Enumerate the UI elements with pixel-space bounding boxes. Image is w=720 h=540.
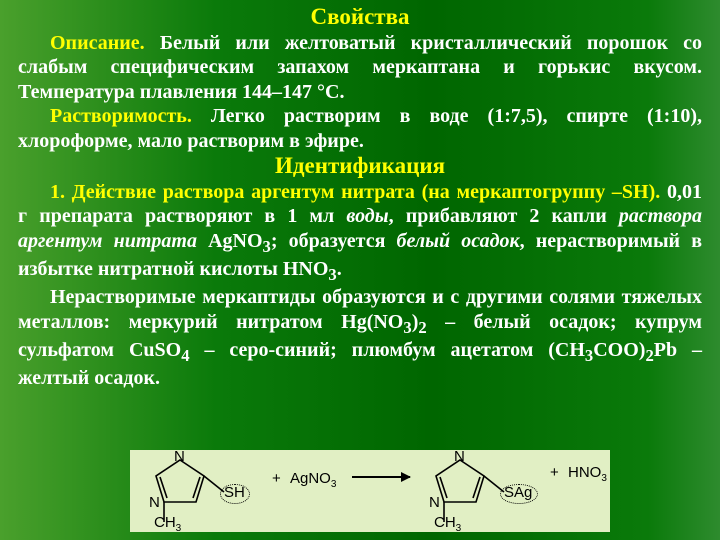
reaction-arrow-icon [352,476,410,478]
n-label: N [429,494,440,511]
slide: Свойства Описание. Белый или желтоватый … [0,0,720,540]
identification-paragraph-1: 1. Действие раствора аргентум нитрата (н… [18,180,702,285]
solubility-label: Растворимость. [50,105,192,127]
heading-properties: Свойства [18,4,702,30]
hno3-label: HNO3 [568,464,607,484]
plus-icon: + [272,470,281,487]
identification-paragraph-2: Нерастворимые меркаптиды образуются и с … [18,285,702,390]
plus-icon: + [550,464,559,481]
solubility-paragraph: Растворимость. Легко растворим в воде (1… [18,104,702,153]
n-label: N [174,448,185,465]
ch3-label: CH3 [154,514,181,534]
reaction-diagram: N N SH CH3 + AgNO3 N N SAg CH3 + HNO3 [130,450,610,532]
heading-identification: Идентификация [18,153,702,179]
description-paragraph: Описание. Белый или желтоватый кристалли… [18,31,702,104]
agno3-label: AgNO3 [290,470,336,490]
ch3-label: CH3 [434,514,461,534]
sag-highlight-icon [500,484,538,504]
n-label: N [149,494,160,511]
sh-highlight-icon [220,484,250,504]
description-label: Описание. [50,32,145,54]
id1-label: 1. Действие раствора аргентум нитрата (н… [50,181,660,203]
n-label: N [454,448,465,465]
